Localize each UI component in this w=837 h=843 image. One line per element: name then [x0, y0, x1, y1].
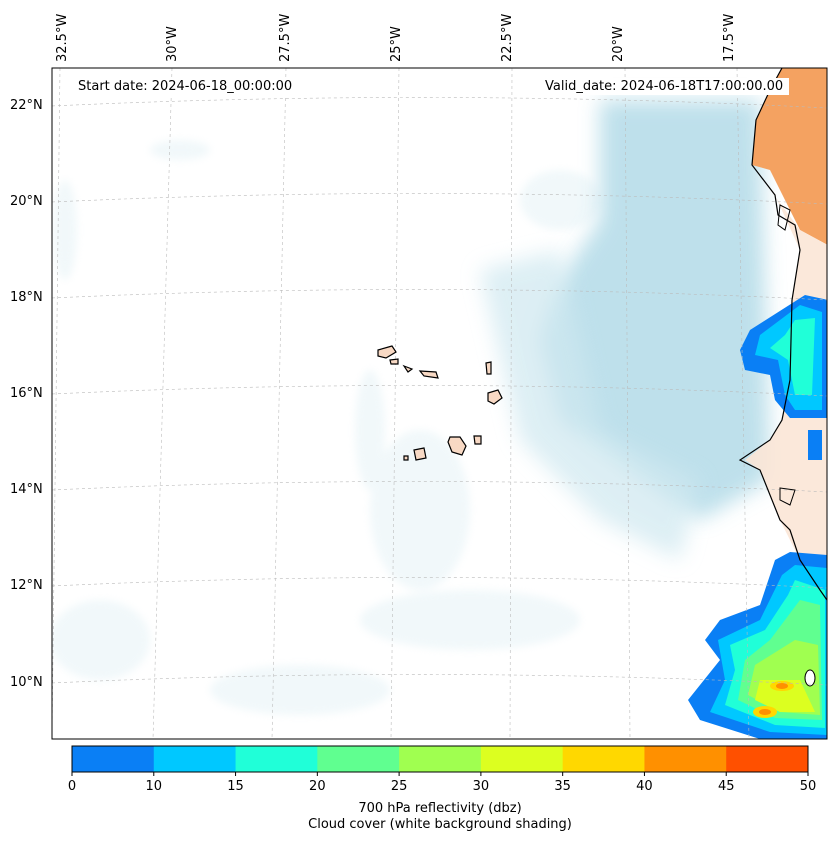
colorbar-segment	[399, 746, 482, 772]
colorbar-tick-label: 45	[717, 779, 735, 794]
colorbar-subtitle: Cloud cover (white background shading)	[308, 817, 572, 832]
colorbar-tick-label: 25	[390, 779, 408, 794]
lon-label: 30°W	[165, 26, 180, 62]
colorbar-segment	[235, 746, 318, 772]
land-pale	[745, 165, 827, 575]
colorbar-tick-label: 10	[145, 779, 163, 794]
start-date-label: Start date: 2024-06-18_00:00:00	[72, 78, 299, 95]
lat-label: 10°N	[10, 675, 43, 690]
colorbar-segment	[153, 746, 237, 772]
colorbar-segment	[726, 746, 809, 772]
cloud-band-edge	[480, 250, 700, 560]
lat-label: 22°N	[10, 98, 43, 113]
lon-label: 32.5°W	[55, 13, 70, 62]
colorbar-segment	[480, 746, 564, 772]
colorbar-segment	[644, 746, 727, 772]
reflectivity-north	[740, 295, 827, 460]
colorbar-tick-label: 20	[309, 779, 326, 794]
land-sahara	[752, 68, 827, 245]
colorbar-tick-label: 35	[554, 779, 571, 794]
colorbar-tick-label: 15	[227, 779, 244, 794]
graticule	[52, 68, 827, 739]
colorbar-tick-label: 30	[472, 779, 490, 794]
lon-label: 17.5°W	[722, 13, 737, 62]
coastline	[738, 68, 827, 601]
colorbar-tick-label: 0	[67, 779, 77, 794]
colorbar-segment	[562, 746, 645, 772]
map-frame	[51, 67, 828, 740]
lat-label: 16°N	[10, 386, 43, 401]
lat-label: 18°N	[10, 290, 43, 305]
colorbar-tick-label: 40	[636, 779, 653, 794]
lat-label: 14°N	[10, 482, 43, 497]
cloud-band	[540, 100, 770, 520]
cloud-shading	[52, 140, 600, 715]
reflectivity-south	[688, 552, 827, 739]
coastline-inlet	[777, 204, 796, 506]
lon-label: 20°W	[611, 26, 626, 62]
cape-verde-islands	[377, 345, 503, 461]
lon-label: 25°W	[389, 26, 404, 62]
lat-label: 12°N	[10, 578, 43, 593]
colorbar-title: 700 hPa reflectivity (dbz)	[358, 801, 522, 816]
lon-label: 22.5°W	[500, 13, 515, 62]
colorbar-segment	[317, 746, 400, 772]
colorbar-frame	[71, 745, 809, 773]
colorbar-tick-label: 50	[799, 779, 817, 794]
colorbar	[71, 745, 809, 776]
colorbar-segment	[72, 746, 155, 772]
lat-label: 20°N	[10, 194, 43, 209]
valid-date-label: Valid_date: 2024-06-18T17:00:00.00	[539, 78, 790, 95]
lon-label: 27.5°W	[278, 13, 293, 62]
